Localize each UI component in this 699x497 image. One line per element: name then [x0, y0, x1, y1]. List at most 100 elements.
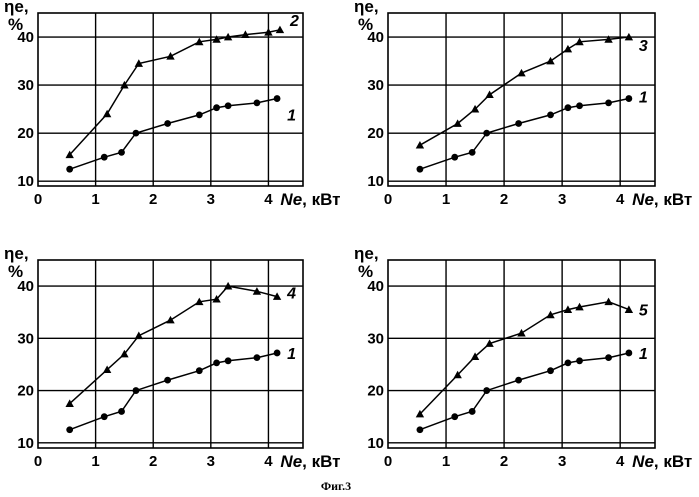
- chart-panel-3: 0123410203040ηe,%Ne, кВт41: [4, 244, 341, 471]
- data-point-triangle: [276, 26, 284, 34]
- data-point-circle: [565, 104, 572, 111]
- x-tick-label: 2: [149, 453, 157, 470]
- y-tick-label: 30: [367, 77, 384, 94]
- x-axis-unit: , кВт: [302, 190, 340, 209]
- data-point-triangle: [135, 332, 143, 340]
- data-point-circle: [196, 367, 203, 374]
- data-point-circle: [469, 149, 476, 156]
- data-point-circle: [483, 387, 490, 394]
- x-axis-label: Ne, кВт: [632, 190, 692, 209]
- y-tick-label: 20: [17, 125, 34, 142]
- y-tick-label: 10: [367, 435, 384, 452]
- x-axis-symbol: Ne: [632, 452, 654, 471]
- y-axis-label: ηe,: [354, 0, 379, 16]
- data-point-circle: [274, 350, 281, 357]
- data-point-circle: [451, 413, 458, 420]
- x-tick-label: 0: [34, 191, 42, 208]
- series-line-1: [420, 353, 629, 430]
- x-tick-label: 1: [91, 453, 99, 470]
- x-axis-label: Ne, кВт: [280, 452, 340, 471]
- data-point-circle: [451, 154, 458, 161]
- data-point-circle: [101, 413, 108, 420]
- x-axis-label: Ne, кВт: [280, 190, 340, 209]
- data-point-circle: [164, 377, 171, 384]
- x-tick-label: 0: [34, 453, 42, 470]
- y-axis-unit: %: [8, 262, 23, 281]
- data-point-circle: [417, 426, 424, 433]
- data-point-circle: [254, 99, 261, 106]
- data-point-circle: [118, 408, 125, 415]
- figure-caption: Фиг.3: [321, 479, 351, 493]
- y-axis-unit: %: [358, 262, 373, 281]
- data-point-circle: [547, 111, 554, 118]
- data-point-circle: [133, 130, 140, 137]
- data-point-circle: [66, 426, 73, 433]
- data-point-triangle: [564, 45, 572, 53]
- data-point-circle: [469, 408, 476, 415]
- x-tick-label: 1: [442, 453, 450, 470]
- x-tick-label: 1: [442, 191, 450, 208]
- series-label-1: 1: [639, 90, 648, 107]
- chart-panel-1: 0123410203040ηe,%Ne, кВт21: [4, 0, 341, 209]
- x-axis-symbol: Ne: [280, 452, 302, 471]
- chart-panel-2: 0123410203040ηe,%Ne, кВт31: [354, 0, 692, 209]
- plot-frame: [38, 260, 303, 448]
- data-point-circle: [213, 359, 220, 366]
- x-tick-label: 2: [149, 191, 157, 208]
- data-point-circle: [605, 354, 612, 361]
- data-point-circle: [254, 354, 261, 361]
- x-axis-unit: , кВт: [654, 190, 692, 209]
- y-axis-label: ηe,: [4, 244, 29, 263]
- x-axis-symbol: Ne: [280, 190, 302, 209]
- plot-frame: [388, 260, 655, 448]
- series-line-1: [70, 99, 277, 170]
- data-point-circle: [417, 166, 424, 173]
- chart-panel-4: 0123410203040ηe,%Ne, кВт51: [354, 244, 692, 471]
- y-tick-label: 30: [17, 77, 34, 94]
- series-line-4: [70, 286, 277, 404]
- x-tick-label: 1: [91, 191, 99, 208]
- x-axis-symbol: Ne: [632, 190, 654, 209]
- y-axis-unit: %: [8, 15, 23, 34]
- x-tick-label: 2: [500, 453, 508, 470]
- y-tick-label: 10: [367, 173, 384, 190]
- data-point-circle: [515, 377, 522, 384]
- series-label-1: 1: [287, 108, 296, 125]
- x-tick-label: 0: [384, 453, 392, 470]
- y-tick-label: 20: [367, 383, 384, 400]
- data-point-circle: [274, 95, 281, 102]
- y-axis-label: ηe,: [354, 244, 379, 263]
- plot-frame: [38, 13, 303, 186]
- x-tick-label: 4: [264, 191, 273, 208]
- data-point-circle: [625, 95, 632, 102]
- data-point-circle: [576, 102, 583, 109]
- data-point-circle: [133, 387, 140, 394]
- data-point-circle: [118, 149, 125, 156]
- series-line-1: [70, 353, 277, 430]
- data-point-circle: [196, 111, 203, 118]
- data-point-triangle: [604, 298, 612, 306]
- series-line-3: [420, 37, 629, 145]
- y-axis-unit: %: [358, 15, 373, 34]
- data-point-circle: [565, 359, 572, 366]
- x-tick-label: 3: [558, 191, 566, 208]
- data-point-circle: [576, 357, 583, 364]
- x-axis-unit: , кВт: [654, 452, 692, 471]
- series-label-4: 4: [286, 286, 296, 303]
- data-point-circle: [625, 350, 632, 357]
- x-tick-label: 4: [616, 191, 625, 208]
- data-point-circle: [483, 130, 490, 137]
- y-tick-label: 30: [17, 330, 34, 347]
- data-point-circle: [547, 367, 554, 374]
- data-point-triangle: [103, 110, 111, 118]
- data-point-circle: [66, 166, 73, 173]
- data-point-circle: [225, 357, 232, 364]
- y-tick-label: 30: [367, 330, 384, 347]
- data-point-circle: [101, 154, 108, 161]
- series-label-1: 1: [287, 346, 296, 363]
- data-point-triangle: [166, 52, 174, 60]
- data-point-triangle: [416, 141, 424, 149]
- x-tick-label: 4: [264, 453, 273, 470]
- series-label-2: 2: [289, 13, 299, 30]
- x-axis-unit: , кВт: [302, 452, 340, 471]
